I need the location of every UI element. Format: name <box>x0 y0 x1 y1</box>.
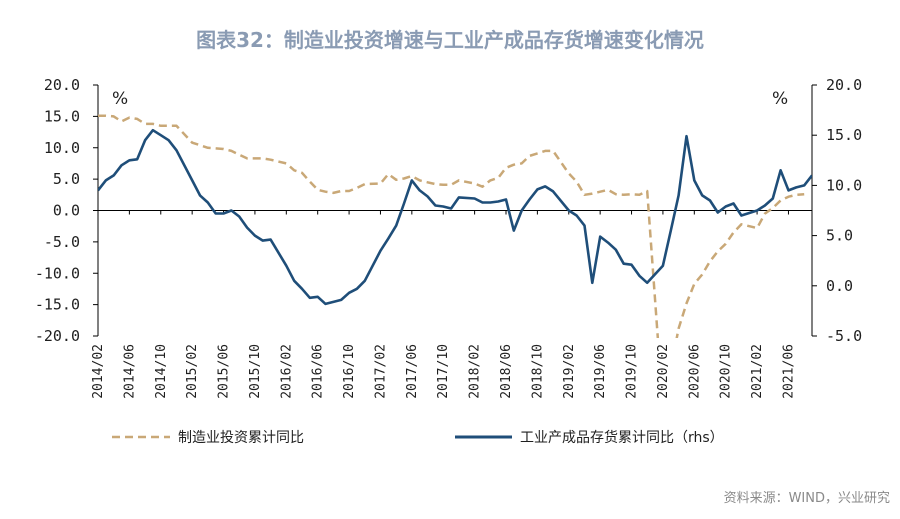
legend-label-manufacturing-investment: 制造业投资累计同比 <box>178 430 304 446</box>
left-tick-label: -15.0 <box>35 296 80 314</box>
x-tick-label: 2017/02 <box>373 344 388 399</box>
right-tick-label: 10.0 <box>826 176 862 194</box>
axes: 20.0 15.0 10.0 5.0 0.0 -5.0 -10.0 -15.0 -20.0 20.… <box>35 76 862 399</box>
x-tick-label: 2018/06 <box>499 344 514 399</box>
x-tick-label: 2016/06 <box>311 344 326 399</box>
chart-title: 图表32：制造业投资增速与工业产成品存货增速变化情况 <box>196 28 704 52</box>
left-tick-label: -10.0 <box>35 264 80 282</box>
x-tick-label: 2021/02 <box>750 344 765 399</box>
x-tick-label: 2018/02 <box>468 344 483 399</box>
left-tick-label: 20.0 <box>44 76 80 94</box>
left-tick-label: 0.0 <box>53 202 80 220</box>
x-tick-label: 2016/02 <box>279 344 294 399</box>
x-tick-label: 2020/06 <box>687 344 702 399</box>
x-tick-label: 2014/06 <box>122 344 137 399</box>
x-tick-label: 2020/02 <box>656 344 671 399</box>
x-tick-label: 2017/10 <box>436 344 451 399</box>
legend: 制造业投资累计同比 工业产成品存货累计同比（rhs） <box>112 429 724 446</box>
x-tick-label: 2015/10 <box>248 344 263 399</box>
series-layer <box>98 114 812 338</box>
series-line-manufacturing-investment <box>98 114 805 338</box>
right-tick-label: 20.0 <box>826 76 862 94</box>
left-tick-label: -20.0 <box>35 327 80 345</box>
right-axis-unit: % <box>772 89 788 109</box>
right-tick-label: 15.0 <box>826 126 862 144</box>
x-tick-label: 2021/06 <box>781 344 796 399</box>
x-tick-label: 2014/02 <box>91 344 106 399</box>
x-tick-label: 2015/06 <box>217 344 232 399</box>
x-tick-label: 2018/10 <box>530 344 545 399</box>
left-tick-label: -5.0 <box>44 233 80 251</box>
x-tick-label: 2017/06 <box>405 344 420 399</box>
x-tick-label: 2016/10 <box>342 344 357 399</box>
left-tick-label: 15.0 <box>44 107 80 125</box>
left-axis-unit: % <box>112 89 128 109</box>
source-note: 资料来源：WIND，兴业研究 <box>724 491 890 506</box>
x-tick-label: 2019/10 <box>625 344 640 399</box>
x-tick-label: 2020/10 <box>719 344 734 399</box>
right-tick-label: 5.0 <box>826 227 853 245</box>
series-line-finished-goods-inventory <box>98 128 812 306</box>
x-tick-label: 2019/06 <box>593 344 608 399</box>
left-tick-label: 5.0 <box>53 170 80 188</box>
x-tick-label: 2019/02 <box>562 344 577 399</box>
right-tick-label: -5.0 <box>826 327 862 345</box>
legend-label-finished-goods-inventory: 工业产成品存货累计同比（rhs） <box>520 429 724 446</box>
left-tick-label: 10.0 <box>44 139 80 157</box>
x-tick-label: 2015/02 <box>185 344 200 399</box>
right-tick-label: 0.0 <box>826 277 853 295</box>
x-tick-label: 2014/10 <box>154 344 169 399</box>
